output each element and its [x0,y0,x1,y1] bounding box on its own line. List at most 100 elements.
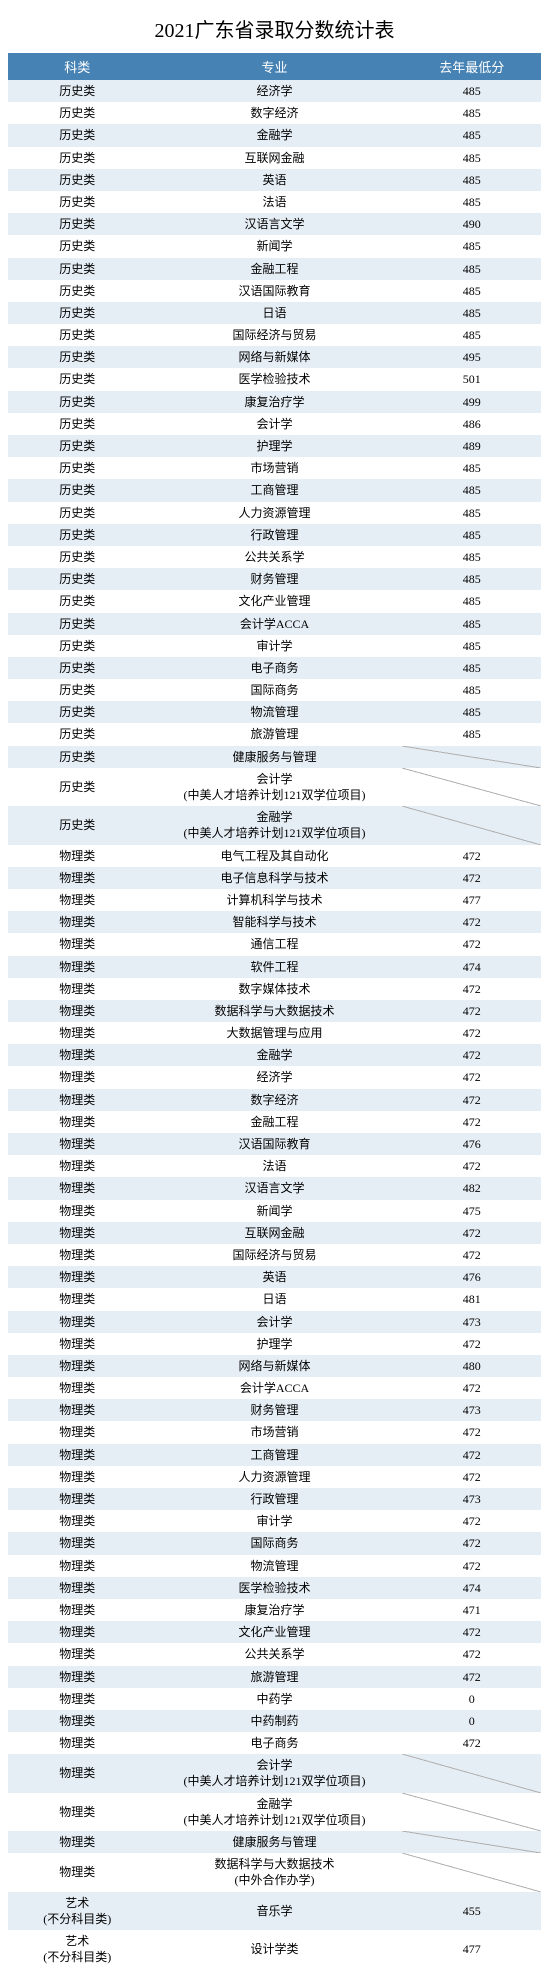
table-row: 物理类软件工程474 [8,956,541,978]
cell-category: 历史类 [8,191,147,213]
table-row: 物理类汉语国际教育476 [8,1133,541,1155]
cell-score: 472 [402,1377,541,1399]
cell-category: 历史类 [8,302,147,324]
cell-score: 485 [402,147,541,169]
cell-score: 485 [402,502,541,524]
table-row: 物理类数字媒体技术472 [8,978,541,1000]
cell-category: 历史类 [8,723,147,745]
cell-score: 485 [402,80,541,102]
cell-major: 市场营销 [147,1421,403,1443]
table-row: 物理类旅游管理472 [8,1666,541,1688]
cell-score: 476 [402,1133,541,1155]
table-row: 物理类中药学0 [8,1688,541,1710]
table-row: 物理类新闻学475 [8,1200,541,1222]
table-row: 物理类护理学472 [8,1333,541,1355]
cell-major: 数据科学与大数据技术 [147,1000,403,1022]
cell-category: 历史类 [8,635,147,657]
cell-major: 医学检验技术 [147,368,403,390]
cell-major: 互联网金融 [147,147,403,169]
cell-score: 485 [402,679,541,701]
cell-score [402,1754,541,1792]
cell-major: 护理学 [147,435,403,457]
table-row: 物理类医学检验技术474 [8,1577,541,1599]
cell-major: 电气工程及其自动化 [147,845,403,867]
table-row: 物理类会计学473 [8,1311,541,1333]
cell-major: 英语 [147,169,403,191]
cell-major: 中药学 [147,1688,403,1710]
cell-major: 会计学ACCA [147,613,403,635]
cell-category: 物理类 [8,1532,147,1554]
cell-score: 474 [402,1577,541,1599]
table-row: 物理类电气工程及其自动化472 [8,845,541,867]
cell-score: 473 [402,1399,541,1421]
cell-major: 中药制药 [147,1710,403,1732]
cell-category: 物理类 [8,1311,147,1333]
cell-major: 会计学(中美人才培养计划121双学位项目) [147,768,403,806]
header-major: 专业 [147,53,403,80]
cell-major: 金融工程 [147,1111,403,1133]
table-row: 历史类国际商务485 [8,679,541,701]
cell-score: 472 [402,867,541,889]
cell-major: 人力资源管理 [147,502,403,524]
cell-major: 国际经济与贸易 [147,1244,403,1266]
table-row: 历史类健康服务与管理 [8,746,541,768]
table-row: 物理类审计学472 [8,1510,541,1532]
table-row: 历史类会计学ACCA485 [8,613,541,635]
cell-category: 历史类 [8,657,147,679]
cell-major: 国际经济与贸易 [147,324,403,346]
cell-score: 472 [402,1666,541,1688]
cell-major: 国际商务 [147,1532,403,1554]
cell-category: 历史类 [8,568,147,590]
cell-category: 历史类 [8,213,147,235]
cell-category: 历史类 [8,368,147,390]
cell-score: 499 [402,391,541,413]
table-row: 物理类康复治疗学471 [8,1599,541,1621]
cell-score: 472 [402,1022,541,1044]
cell-score: 495 [402,346,541,368]
table-row: 物理类行政管理473 [8,1488,541,1510]
table-title: 2021广东省录取分数统计表 [8,8,541,53]
cell-score [402,806,541,844]
cell-major: 文化产业管理 [147,590,403,612]
cell-score: 472 [402,1044,541,1066]
cell-score: 472 [402,1066,541,1088]
cell-score: 485 [402,302,541,324]
cell-category: 物理类 [8,845,147,867]
table-row: 历史类日语485 [8,302,541,324]
table-row: 历史类公共关系学485 [8,546,541,568]
cell-category: 物理类 [8,1089,147,1111]
cell-score: 474 [402,956,541,978]
cell-score: 485 [402,169,541,191]
cell-major: 审计学 [147,1510,403,1532]
cell-score: 485 [402,258,541,280]
table-row: 历史类工商管理485 [8,479,541,501]
cell-major: 市场营销 [147,457,403,479]
cell-category: 艺术(不分科目类) [8,1892,147,1930]
cell-major: 通信工程 [147,933,403,955]
cell-category: 物理类 [8,1643,147,1665]
cell-category: 物理类 [8,1133,147,1155]
cell-score: 472 [402,1555,541,1577]
cell-category: 历史类 [8,102,147,124]
table-row: 物理类市场营销472 [8,1421,541,1443]
cell-major: 互联网金融 [147,1222,403,1244]
cell-major: 行政管理 [147,524,403,546]
table-row: 历史类会计学(中美人才培养计划121双学位项目) [8,768,541,806]
cell-score: 477 [402,1930,541,1968]
cell-score: 473 [402,1311,541,1333]
cell-major: 数字经济 [147,1089,403,1111]
cell-score: 485 [402,124,541,146]
cell-major: 金融工程 [147,258,403,280]
table-row: 历史类人力资源管理485 [8,502,541,524]
cell-major: 公共关系学 [147,1643,403,1665]
cell-category: 物理类 [8,978,147,1000]
table-row: 物理类物流管理472 [8,1555,541,1577]
cell-category: 物理类 [8,889,147,911]
cell-major: 物流管理 [147,701,403,723]
cell-category: 历史类 [8,124,147,146]
cell-category: 历史类 [8,346,147,368]
table-row: 物理类会计学(中美人才培养计划121双学位项目) [8,1754,541,1792]
cell-major: 汉语国际教育 [147,1133,403,1155]
cell-major: 人力资源管理 [147,1466,403,1488]
table-row: 历史类文化产业管理485 [8,590,541,612]
